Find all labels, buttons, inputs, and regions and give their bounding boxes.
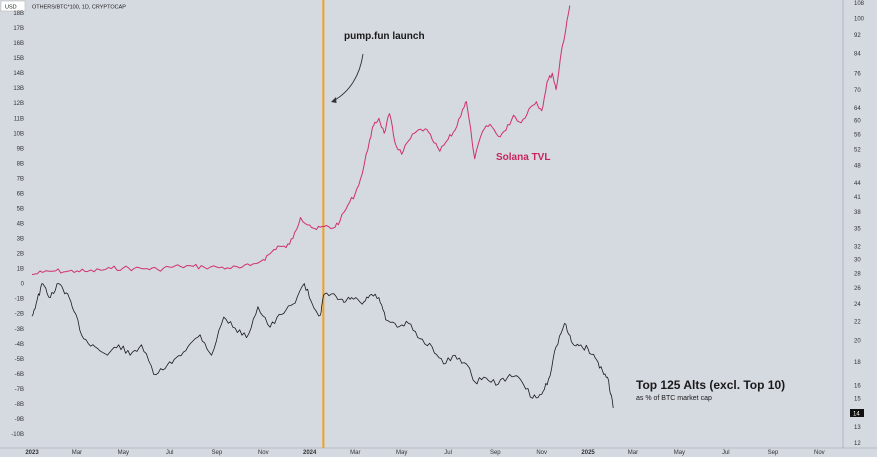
solana-tvl-label: Solana TVL <box>496 152 550 163</box>
left-tick-label: 13B <box>13 86 24 92</box>
right-tick-label: 100 <box>854 16 865 22</box>
symbol-info: OTHERS/BTC*100, 1D, CRYPTOCAP <box>32 4 126 10</box>
left-tick-label: 6B <box>17 191 24 197</box>
left-tick-label: -9B <box>15 417 24 423</box>
last-value-label: 14 <box>853 411 860 417</box>
x-tick-label: Mar <box>350 450 360 456</box>
x-tick-label: Jul <box>722 450 730 456</box>
right-tick-label: 26 <box>854 286 861 292</box>
x-tick-label: Mar <box>628 450 638 456</box>
right-tick-label: 15 <box>854 396 861 402</box>
left-tick-label: 12B <box>13 101 24 107</box>
x-tick-label: 2025 <box>581 450 595 456</box>
left-tick-label: -7B <box>15 387 24 393</box>
left-tick-label: 16B <box>13 41 24 47</box>
right-tick-label: 22 <box>854 320 861 326</box>
left-tick-label: -8B <box>15 402 24 408</box>
left-tick-label: -2B <box>15 312 24 318</box>
left-tick-label: 8B <box>17 161 24 167</box>
left-tick-label: 7B <box>17 176 24 182</box>
right-tick-label: 52 <box>854 147 861 153</box>
x-tick-label: May <box>118 450 129 456</box>
right-tick-label: 12 <box>854 441 861 447</box>
top-125-alts-line <box>31 283 614 408</box>
right-tick-label: 30 <box>854 258 861 264</box>
x-tick-label: Nov <box>814 450 825 456</box>
right-tick-label: 16 <box>854 383 861 389</box>
left-tick-label: -10B <box>11 432 24 438</box>
right-tick-label: 44 <box>854 181 861 187</box>
launch-arrow-head <box>331 97 337 103</box>
left-tick-label: 2B <box>17 252 24 258</box>
right-tick-label: 24 <box>854 302 861 308</box>
right-tick-label: 60 <box>854 119 861 125</box>
right-tick-label: 64 <box>854 106 861 112</box>
x-tick-label: 2023 <box>25 450 39 456</box>
x-tick-label: May <box>396 450 407 456</box>
left-tick-label: -6B <box>15 372 24 378</box>
right-tick-label: 48 <box>854 163 861 169</box>
currency-badge-label: USD <box>5 4 17 10</box>
right-tick-label: 84 <box>854 51 861 57</box>
right-axis: 108 100 92 84 76 70 64 60 56 52 48 44 41 38 35 32 30 28 26… <box>854 1 865 447</box>
left-tick-label: 3B <box>17 237 24 243</box>
currency-badge[interactable] <box>0 0 26 12</box>
left-tick-label: 15B <box>13 56 24 62</box>
left-tick-label: 17B <box>13 26 24 32</box>
right-tick-label: 108 <box>854 1 865 7</box>
left-tick-label: 10B <box>13 131 24 137</box>
left-tick-label: -1B <box>15 297 24 303</box>
left-tick-label: 9B <box>17 146 24 152</box>
left-tick-label: 18B <box>13 11 24 17</box>
x-tick-label: 2024 <box>303 450 317 456</box>
x-tick-label: Nov <box>258 450 269 456</box>
solana-tvl-line <box>31 5 571 276</box>
right-tick-label: 35 <box>854 227 861 233</box>
right-tick-label: 20 <box>854 339 861 345</box>
left-tick-label: 1B <box>17 267 24 273</box>
right-tick-label: 32 <box>854 245 861 251</box>
x-tick-label: Sep <box>768 450 779 456</box>
left-axis: 18B 17B 16B 15B 14B 13B 12B 11B 10B 9B 8B 7B 6B 5B 4B 3… <box>11 11 24 438</box>
left-tick-label: 0 <box>21 282 25 288</box>
x-tick-label: Jul <box>166 450 174 456</box>
right-tick-label: 28 <box>854 271 861 277</box>
right-tick-label: 76 <box>854 71 861 77</box>
right-tick-label: 70 <box>854 88 861 94</box>
left-tick-label: 14B <box>13 71 24 77</box>
x-axis: 2023 Mar May Jul Sep Nov 2024 Mar May Jul Sep Nov 20… <box>25 450 824 456</box>
x-tick-label: Sep <box>490 450 501 456</box>
right-tick-label: 18 <box>854 360 861 366</box>
left-tick-label: 5B <box>17 206 24 212</box>
x-tick-label: May <box>674 450 685 456</box>
last-value-badge <box>850 409 864 417</box>
left-tick-label: 11B <box>14 116 24 122</box>
left-tick-label: -3B <box>15 327 24 333</box>
x-tick-label: Sep <box>212 450 223 456</box>
left-tick-label: -5B <box>15 357 24 363</box>
right-tick-label: 56 <box>854 133 861 139</box>
right-tick-label: 92 <box>854 33 861 39</box>
x-tick-label: Jul <box>444 450 452 456</box>
alts-title: Top 125 Alts (excl. Top 10) <box>636 378 785 392</box>
right-tick-label: 41 <box>854 195 861 201</box>
right-tick-label: 13 <box>854 425 861 431</box>
x-tick-label: Mar <box>72 450 82 456</box>
left-tick-label: 4B <box>17 222 24 228</box>
alts-subtitle: as % of BTC market cap <box>636 395 712 402</box>
right-tick-label: 38 <box>854 210 861 216</box>
pump-fun-launch-label: pump.fun launch <box>344 31 425 42</box>
x-tick-label: Nov <box>536 450 547 456</box>
launch-arrow <box>332 53 364 102</box>
left-tick-label: -4B <box>15 342 24 348</box>
